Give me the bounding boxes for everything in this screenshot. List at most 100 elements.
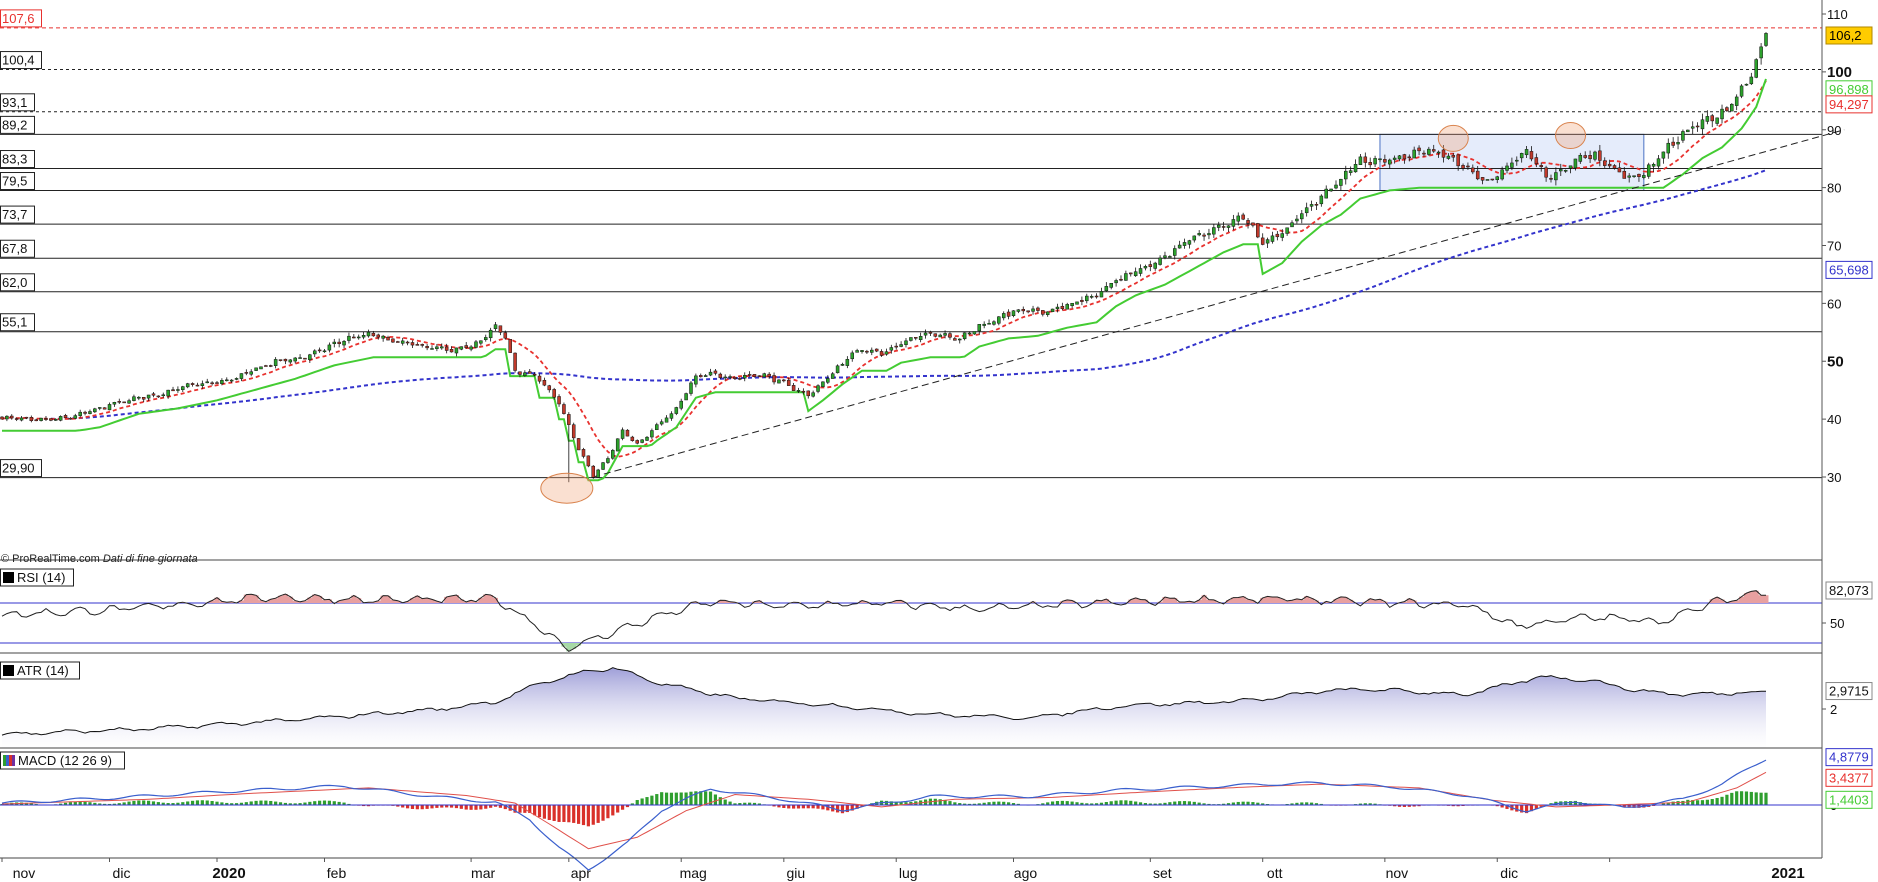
macd-histogram-bar xyxy=(503,805,507,810)
candle-body xyxy=(288,359,293,363)
level-label: 107,6 xyxy=(2,11,35,26)
candle-body xyxy=(498,325,503,333)
macd-histogram-bar xyxy=(708,791,713,805)
candle-body xyxy=(1177,244,1182,249)
rsi-value-tag: 82,073 xyxy=(1829,583,1869,598)
macd-histogram-bar xyxy=(1710,799,1714,805)
macd-histogram-bar xyxy=(210,801,214,805)
candle-body xyxy=(366,331,371,337)
candle-body xyxy=(1192,235,1197,241)
x-tick-label: set xyxy=(1153,865,1172,881)
candle-body xyxy=(987,323,991,325)
candle-body xyxy=(1329,188,1333,192)
candle-body xyxy=(1031,308,1035,312)
macd-histogram-bar xyxy=(576,805,581,824)
candle-body xyxy=(1129,272,1133,275)
macd-histogram-bar xyxy=(498,805,503,808)
candle-body xyxy=(576,438,581,451)
macd-histogram-bar xyxy=(1104,802,1108,805)
macd-histogram-bar xyxy=(1256,802,1260,805)
macd-histogram-bar xyxy=(650,795,654,805)
macd-histogram-bar xyxy=(1007,802,1011,805)
candle-body xyxy=(1612,165,1617,169)
macd-histogram-bar xyxy=(190,800,195,805)
macd-histogram-bar xyxy=(1749,791,1753,805)
macd-histogram-bar xyxy=(361,805,366,807)
macd-histogram-bar xyxy=(1114,800,1118,805)
candle-body xyxy=(1759,46,1763,59)
macd-histogram-bar xyxy=(601,805,605,821)
macd-legend-swatch xyxy=(12,755,15,766)
macd-histogram-bar xyxy=(1153,803,1157,805)
rsi-line xyxy=(1,590,1767,653)
macd-histogram-bar xyxy=(1075,802,1079,805)
macd-histogram-bar xyxy=(1300,802,1304,805)
macd-histogram-bar xyxy=(777,805,781,808)
macd-histogram-bar xyxy=(606,805,610,819)
candle-body xyxy=(1065,304,1069,310)
y-tick-label: 60 xyxy=(1827,296,1841,311)
candle-body xyxy=(1422,152,1426,155)
candle-body xyxy=(361,335,366,338)
candle-body xyxy=(200,383,205,386)
candle-body xyxy=(278,359,283,361)
candle-body xyxy=(386,337,390,341)
candle-body xyxy=(156,395,161,398)
macd-histogram-bar xyxy=(288,803,292,805)
macd-histogram-bar xyxy=(68,802,73,805)
signal-value-tag: 3,4377 xyxy=(1829,770,1869,785)
macd-histogram-bar xyxy=(1705,799,1709,805)
candle-body xyxy=(870,349,874,353)
macd-histogram-bar xyxy=(664,792,669,805)
candle-body xyxy=(1344,170,1348,180)
rsi-panel: RSI (14) xyxy=(0,568,1822,654)
candle-body xyxy=(1089,296,1094,298)
candle-body xyxy=(88,411,92,414)
candle-body xyxy=(415,344,420,346)
candle-body xyxy=(523,372,527,376)
macd-histogram-bar xyxy=(103,803,107,805)
candle-body xyxy=(811,392,815,397)
macd-histogram-bar xyxy=(1094,803,1099,805)
macd-histogram-bar xyxy=(264,800,268,805)
macd-histogram-bar xyxy=(1236,801,1240,805)
level-label: 83,3 xyxy=(2,152,27,167)
candle-body xyxy=(185,383,190,388)
candle-body xyxy=(1637,173,1641,177)
candle-body xyxy=(400,340,405,344)
candle-body xyxy=(1324,188,1328,199)
candle-body xyxy=(1588,155,1592,160)
macd-histogram-bar xyxy=(1627,805,1631,808)
candle-body xyxy=(747,374,752,376)
x-tick-label: apr xyxy=(571,865,592,881)
candle-body xyxy=(1441,149,1446,158)
candle-body xyxy=(1143,266,1148,269)
candle-body xyxy=(1099,291,1104,298)
candle-body xyxy=(1387,159,1392,165)
candle-body xyxy=(225,379,229,382)
candle-body xyxy=(786,379,791,386)
macd-histogram-bar xyxy=(445,805,449,808)
candle-body xyxy=(1021,309,1026,312)
macd-histogram-bar xyxy=(987,802,991,805)
candle-body xyxy=(537,375,542,382)
macd-histogram-bar xyxy=(806,805,810,809)
macd-histogram-bar xyxy=(1016,803,1020,805)
candle-body xyxy=(44,418,48,420)
candle-body xyxy=(816,385,820,392)
candle-body xyxy=(1632,175,1636,177)
candle-body xyxy=(650,430,654,438)
candle-body xyxy=(532,373,537,376)
macd-histogram-bar xyxy=(757,803,761,805)
candle-body xyxy=(796,390,801,392)
candle-body xyxy=(1456,154,1460,167)
candle-body xyxy=(484,337,488,340)
candle-body xyxy=(63,415,68,418)
candle-body xyxy=(772,375,776,383)
candle-body xyxy=(1270,235,1275,242)
macd-histogram-bar xyxy=(967,803,972,805)
candle-body xyxy=(1495,176,1499,181)
candle-body xyxy=(679,400,683,409)
macd-histogram-bar xyxy=(269,800,273,805)
candle-body xyxy=(601,462,605,470)
